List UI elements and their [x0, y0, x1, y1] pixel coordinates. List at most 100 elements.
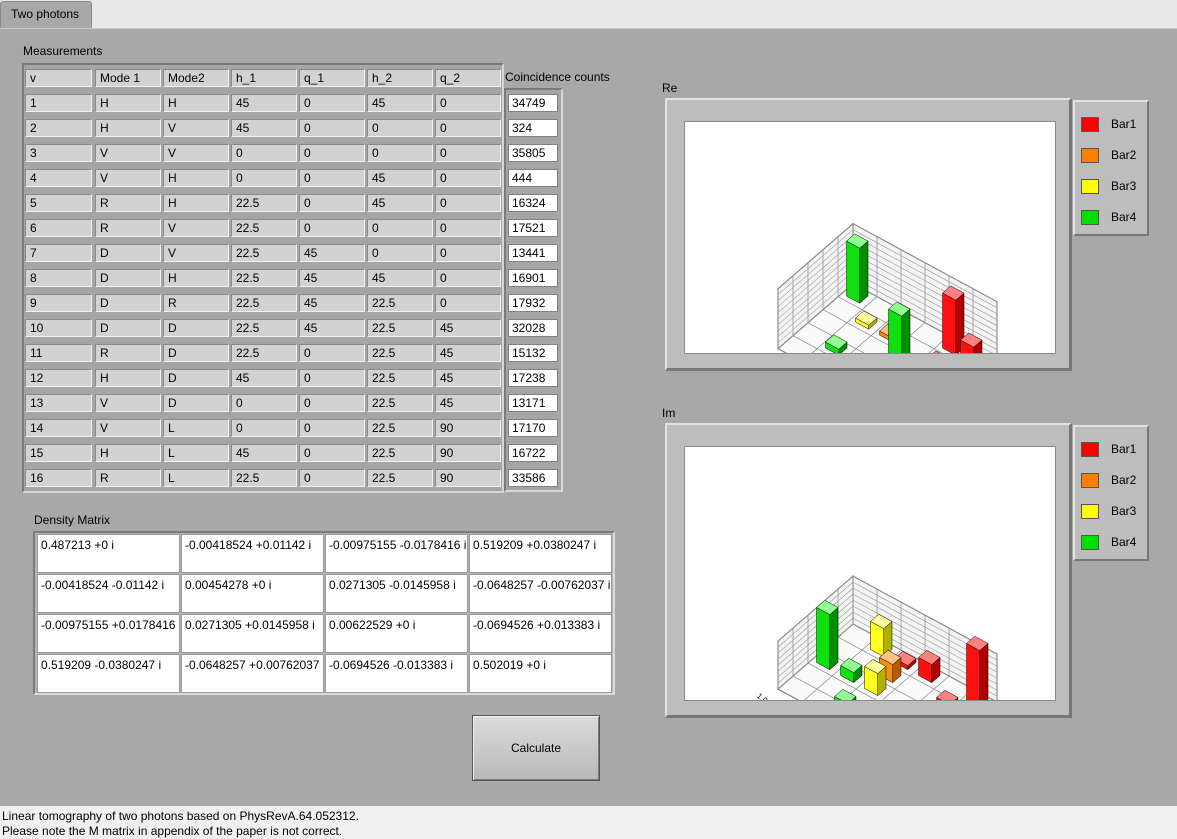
table-cell[interactable]: H [163, 94, 229, 112]
table-cell[interactable]: 5 [25, 194, 92, 212]
table-cell[interactable]: 22.5 [231, 469, 297, 487]
table-cell[interactable]: 22.5 [231, 219, 297, 237]
table-cell[interactable]: 22.5 [367, 294, 433, 312]
re-plot-area[interactable]: 1.000.001.002.003.004.001.002.003.004.00… [684, 121, 1056, 435]
table-cell[interactable]: 22.5 [231, 294, 297, 312]
table-cell[interactable]: 0 [435, 144, 501, 162]
coincidence-count-field[interactable]: 34749 [508, 94, 558, 112]
table-cell[interactable]: 16 [25, 469, 92, 487]
table-cell[interactable]: 22.5 [367, 419, 433, 437]
table-cell[interactable]: 0 [299, 469, 365, 487]
table-cell[interactable]: L [163, 419, 229, 437]
table-cell[interactable]: 22.5 [231, 344, 297, 362]
coincidence-count-field[interactable]: 13441 [508, 244, 558, 262]
table-cell[interactable]: R [95, 194, 161, 212]
table-cell[interactable]: H [95, 94, 161, 112]
coincidence-count-field[interactable]: 35805 [508, 144, 558, 162]
column-header[interactable]: h_2 [367, 69, 433, 87]
table-cell[interactable]: D [163, 344, 229, 362]
table-cell[interactable]: 45 [367, 194, 433, 212]
table-cell[interactable]: 0 [299, 144, 365, 162]
table-cell[interactable]: 2 [25, 119, 92, 137]
table-cell[interactable]: 45 [367, 269, 433, 287]
table-cell[interactable]: 22.5 [367, 469, 433, 487]
im-plot-area[interactable]: 1.000.001.002.003.004.001.002.003.004.00… [684, 446, 1056, 776]
table-cell[interactable]: 45 [299, 294, 365, 312]
coincidence-count-field[interactable]: 13171 [508, 394, 558, 412]
table-cell[interactable]: 45 [367, 94, 433, 112]
table-cell[interactable]: 45 [299, 269, 365, 287]
coincidence-count-field[interactable]: 16324 [508, 194, 558, 212]
table-cell[interactable]: 45 [231, 94, 297, 112]
column-header[interactable]: q_1 [299, 69, 365, 87]
column-header[interactable]: h_1 [231, 69, 297, 87]
table-cell[interactable]: D [163, 319, 229, 337]
table-cell[interactable]: 1 [25, 94, 92, 112]
table-cell[interactable]: 90 [435, 419, 501, 437]
coincidence-count-field[interactable]: 16722 [508, 444, 558, 462]
table-cell[interactable]: 90 [435, 444, 501, 462]
table-cell[interactable]: 0 [435, 244, 501, 262]
tab-two-photons[interactable]: Two photons [0, 1, 92, 28]
table-cell[interactable]: 0 [299, 444, 365, 462]
table-cell[interactable]: 45 [367, 169, 433, 187]
table-cell[interactable]: 7 [25, 244, 92, 262]
table-cell[interactable]: D [163, 394, 229, 412]
table-cell[interactable]: H [163, 269, 229, 287]
table-cell[interactable]: V [95, 419, 161, 437]
table-cell[interactable]: L [163, 469, 229, 487]
table-cell[interactable]: 22.5 [367, 369, 433, 387]
table-cell[interactable]: 45 [299, 244, 365, 262]
table-cell[interactable]: D [95, 244, 161, 262]
calculate-button[interactable]: Calculate [472, 715, 600, 781]
table-cell[interactable]: 22.5 [367, 344, 433, 362]
table-cell[interactable]: H [163, 194, 229, 212]
table-cell[interactable]: 12 [25, 369, 92, 387]
table-cell[interactable]: H [95, 369, 161, 387]
table-cell[interactable]: R [95, 219, 161, 237]
column-header[interactable]: q_2 [435, 69, 501, 87]
table-cell[interactable]: V [95, 144, 161, 162]
table-cell[interactable]: 6 [25, 219, 92, 237]
table-cell[interactable]: V [95, 394, 161, 412]
table-cell[interactable]: 0 [435, 219, 501, 237]
table-cell[interactable]: 0 [435, 294, 501, 312]
table-cell[interactable]: R [95, 469, 161, 487]
table-cell[interactable]: 45 [231, 369, 297, 387]
table-cell[interactable]: 45 [299, 319, 365, 337]
table-cell[interactable]: V [163, 144, 229, 162]
table-cell[interactable]: 0 [231, 169, 297, 187]
table-cell[interactable]: 0 [367, 119, 433, 137]
coincidence-count-field[interactable]: 17170 [508, 419, 558, 437]
table-cell[interactable]: 0 [299, 169, 365, 187]
table-cell[interactable]: H [95, 444, 161, 462]
table-cell[interactable]: 3 [25, 144, 92, 162]
table-cell[interactable]: 13 [25, 394, 92, 412]
table-cell[interactable]: V [95, 169, 161, 187]
table-cell[interactable]: 45 [435, 319, 501, 337]
table-cell[interactable]: L [163, 444, 229, 462]
table-cell[interactable]: 9 [25, 294, 92, 312]
coincidence-count-field[interactable]: 33586 [508, 469, 558, 487]
table-cell[interactable]: 0 [435, 194, 501, 212]
table-cell[interactable]: 0 [299, 369, 365, 387]
table-cell[interactable]: 4 [25, 169, 92, 187]
table-cell[interactable]: D [95, 319, 161, 337]
table-cell[interactable]: 0 [299, 419, 365, 437]
table-cell[interactable]: 0 [299, 94, 365, 112]
table-cell[interactable]: V [163, 119, 229, 137]
table-cell[interactable]: 45 [231, 119, 297, 137]
coincidence-count-field[interactable]: 32028 [508, 319, 558, 337]
table-cell[interactable]: 0 [299, 119, 365, 137]
table-cell[interactable]: 90 [435, 469, 501, 487]
table-cell[interactable]: 22.5 [367, 394, 433, 412]
table-cell[interactable]: 45 [435, 394, 501, 412]
coincidence-count-field[interactable]: 16901 [508, 269, 558, 287]
column-header[interactable]: Mode 1 [95, 69, 161, 87]
table-cell[interactable]: 45 [435, 344, 501, 362]
coincidence-count-field[interactable]: 444 [508, 169, 558, 187]
table-cell[interactable]: V [163, 219, 229, 237]
table-cell[interactable]: 0 [435, 119, 501, 137]
table-cell[interactable]: 22.5 [231, 244, 297, 262]
table-cell[interactable]: 15 [25, 444, 92, 462]
